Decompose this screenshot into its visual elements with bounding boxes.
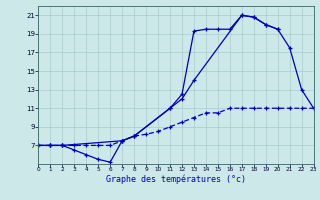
X-axis label: Graphe des températures (°c): Graphe des températures (°c) [106, 175, 246, 184]
